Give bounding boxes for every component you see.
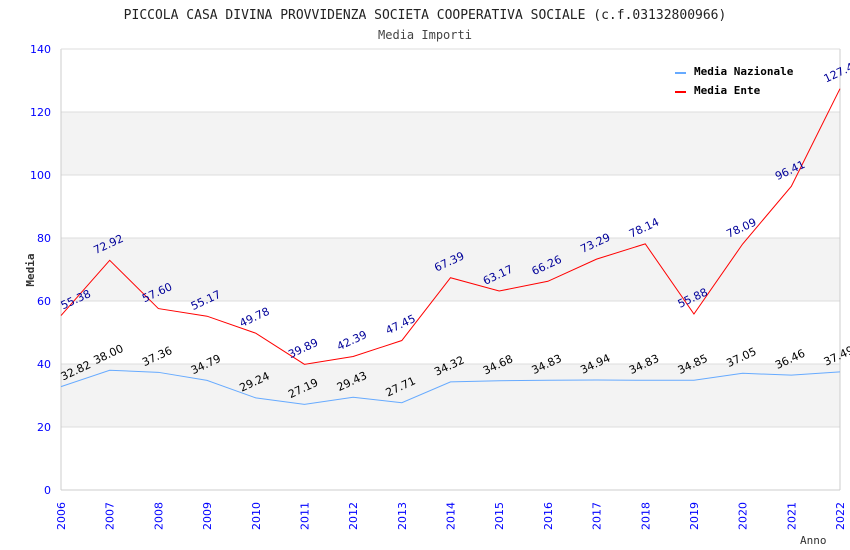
x-tick-label: 2016: [542, 502, 555, 530]
x-tick-label: 2014: [445, 502, 458, 530]
x-tick-label: 2019: [688, 502, 701, 530]
y-tick-label: 140: [30, 43, 51, 56]
legend: Media Nazionale Media Ente: [675, 65, 794, 97]
x-tick-label: 2020: [737, 502, 750, 530]
legend-label: Media Ente: [694, 84, 761, 97]
y-tick-label: 0: [44, 484, 51, 497]
data-label: 42.39: [335, 328, 369, 353]
x-tick-label: 2008: [152, 502, 165, 530]
data-label: 127.40: [822, 57, 850, 85]
grid-band: [61, 364, 840, 427]
chart-subtitle: Media Importi: [378, 28, 472, 42]
grid-band: [61, 112, 840, 175]
x-tick-label: 2010: [250, 502, 263, 530]
series-line-1: [60, 88, 841, 365]
y-tick-label: 60: [37, 295, 51, 308]
x-tick-label: 2012: [347, 502, 360, 530]
chart-title: PICCOLA CASA DIVINA PROVVIDENZA SOCIETA …: [124, 8, 727, 23]
data-label: 78.14: [627, 215, 661, 240]
legend-swatch: [675, 91, 686, 93]
x-tick-label: 2011: [298, 502, 311, 530]
legend-label: Media Nazionale: [694, 65, 794, 78]
data-label: 47.45: [384, 312, 418, 337]
x-tick-label: 2007: [104, 502, 117, 530]
series-line-0: [60, 369, 841, 405]
x-tick-label: 2013: [396, 502, 409, 530]
y-tick-label: 40: [37, 358, 51, 371]
legend-swatch: [675, 72, 686, 74]
x-tick-label: 2009: [201, 502, 214, 530]
y-axis-label: Media: [24, 253, 37, 286]
data-label: 49.78: [238, 305, 272, 330]
y-tick-label: 20: [37, 421, 51, 434]
x-tick-label: 2006: [55, 502, 68, 530]
x-tick-label: 2021: [785, 502, 798, 530]
data-label: 38.00: [91, 342, 125, 367]
data-label: 78.09: [724, 216, 758, 241]
x-tick-label: 2017: [591, 502, 604, 530]
x-axis-label: Anno: [800, 534, 827, 547]
y-tick-label: 80: [37, 232, 51, 245]
y-tick-label: 120: [30, 106, 51, 119]
x-tick-label: 2015: [493, 502, 506, 530]
data-label: 39.89: [286, 336, 320, 361]
x-tick-label: 2018: [639, 502, 652, 530]
x-tick-label: 2022: [834, 502, 847, 530]
grid-band: [61, 238, 840, 301]
y-tick-label: 100: [30, 169, 51, 182]
